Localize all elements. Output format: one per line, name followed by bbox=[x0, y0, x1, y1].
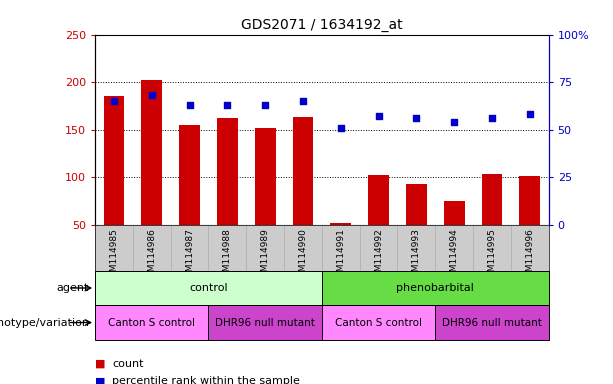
Point bbox=[525, 111, 535, 118]
Text: GSM114985: GSM114985 bbox=[109, 228, 118, 283]
Point bbox=[185, 102, 194, 108]
Bar bbox=[435, 305, 549, 340]
Bar bbox=[95, 305, 208, 340]
Bar bbox=[179, 125, 200, 225]
Bar bbox=[255, 128, 275, 225]
Text: Canton S control: Canton S control bbox=[335, 318, 422, 328]
Text: DHR96 null mutant: DHR96 null mutant bbox=[442, 318, 542, 328]
Text: GSM114991: GSM114991 bbox=[336, 228, 345, 283]
Text: GSM114996: GSM114996 bbox=[525, 228, 535, 283]
Bar bbox=[330, 223, 351, 225]
Bar bbox=[444, 201, 465, 225]
Text: GSM114990: GSM114990 bbox=[299, 228, 308, 283]
Text: ■: ■ bbox=[95, 359, 105, 369]
Text: GSM114992: GSM114992 bbox=[374, 228, 383, 283]
Text: DHR96 null mutant: DHR96 null mutant bbox=[215, 318, 315, 328]
Text: agent: agent bbox=[56, 283, 89, 293]
Text: GSM114986: GSM114986 bbox=[147, 228, 156, 283]
Bar bbox=[292, 117, 313, 225]
Bar bbox=[217, 118, 238, 225]
Text: GSM114994: GSM114994 bbox=[449, 228, 459, 283]
Text: GSM114988: GSM114988 bbox=[223, 228, 232, 283]
Bar bbox=[104, 96, 124, 225]
Text: count: count bbox=[112, 359, 143, 369]
Bar bbox=[368, 175, 389, 225]
Point bbox=[147, 92, 156, 98]
Text: genotype/variation: genotype/variation bbox=[0, 318, 89, 328]
Point bbox=[487, 115, 497, 121]
Bar bbox=[208, 305, 322, 340]
Text: ■: ■ bbox=[95, 376, 105, 384]
Point bbox=[223, 102, 232, 108]
Text: GSM114993: GSM114993 bbox=[412, 228, 421, 283]
Bar bbox=[322, 305, 435, 340]
Bar bbox=[406, 184, 427, 225]
Text: GSM114987: GSM114987 bbox=[185, 228, 194, 283]
Point bbox=[411, 115, 421, 121]
Text: percentile rank within the sample: percentile rank within the sample bbox=[112, 376, 300, 384]
Bar bbox=[142, 80, 162, 225]
Bar bbox=[519, 176, 540, 225]
Bar bbox=[482, 174, 502, 225]
Text: Canton S control: Canton S control bbox=[109, 318, 195, 328]
Point bbox=[449, 119, 459, 125]
Text: phenobarbital: phenobarbital bbox=[396, 283, 474, 293]
Text: GSM114989: GSM114989 bbox=[261, 228, 270, 283]
Point bbox=[109, 98, 119, 104]
Title: GDS2071 / 1634192_at: GDS2071 / 1634192_at bbox=[241, 18, 403, 32]
Point bbox=[373, 113, 384, 119]
Text: control: control bbox=[189, 283, 228, 293]
Point bbox=[336, 125, 346, 131]
Point bbox=[260, 102, 270, 108]
Bar bbox=[95, 271, 322, 305]
Text: GSM114995: GSM114995 bbox=[487, 228, 497, 283]
Bar bbox=[322, 271, 549, 305]
Point bbox=[298, 98, 308, 104]
